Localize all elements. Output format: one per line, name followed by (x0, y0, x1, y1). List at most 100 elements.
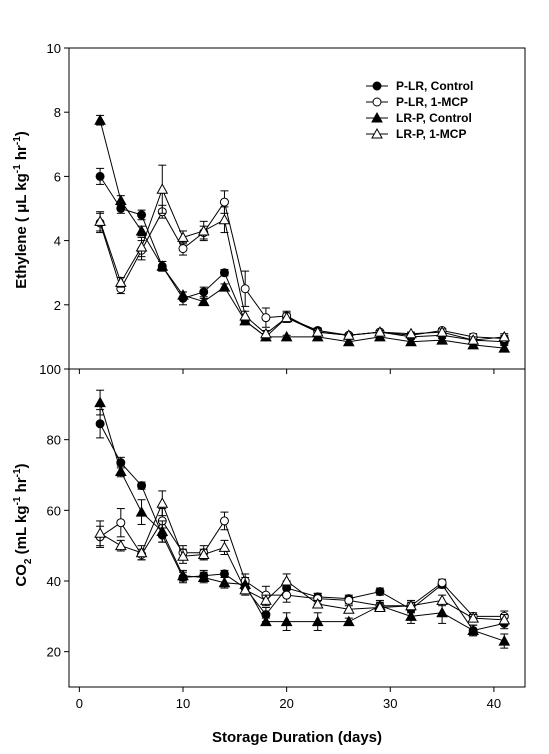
data-point (94, 527, 106, 538)
data-point (436, 594, 448, 605)
x-tick-label: 10 (176, 696, 190, 711)
data-point (260, 615, 272, 627)
data-point (114, 539, 127, 551)
y-tick-label: 10 (47, 41, 61, 56)
legend: P-LR, Control P-LR, 1-MCP LR-P, Control LR-… (366, 79, 473, 141)
legend-label: P-LR, Control (396, 79, 473, 93)
data-point (197, 295, 210, 307)
data-point (156, 183, 169, 194)
data-point (342, 615, 355, 627)
data-point (135, 240, 148, 252)
legend-marker (372, 81, 382, 91)
y-tick-label: 40 (47, 574, 61, 589)
data-point (344, 595, 354, 605)
data-point (137, 210, 147, 220)
data-point (311, 615, 324, 627)
data-point (498, 330, 511, 342)
data-point (178, 244, 188, 254)
legend-marker (371, 127, 383, 139)
data-point (177, 289, 189, 300)
x-tick-label: 20 (279, 696, 293, 711)
legend-marker (372, 97, 382, 107)
data-point (94, 396, 106, 408)
data-point (436, 334, 448, 345)
data-point (197, 224, 210, 236)
data-point (218, 541, 231, 552)
data-point (95, 171, 105, 181)
data-point (114, 465, 127, 476)
data-point (261, 313, 271, 323)
data-point (114, 276, 127, 287)
legend-item: LR-P, 1-MCP (366, 127, 466, 141)
data-point (282, 590, 292, 600)
legend-label: P-LR, 1-MCP (396, 95, 468, 109)
data-point (405, 335, 417, 347)
data-point (342, 603, 355, 614)
y-tick-label: 100 (39, 362, 61, 377)
data-point (342, 335, 355, 347)
data-point (498, 342, 511, 353)
data-point (239, 583, 252, 595)
x-axis-title: Storage Duration (days) (212, 729, 382, 746)
data-point (405, 599, 417, 611)
data-point (94, 215, 106, 226)
data-point (94, 114, 106, 125)
data-point (219, 197, 229, 207)
data-point (405, 610, 417, 621)
x-tick-label: 0 (76, 696, 83, 711)
data-point (467, 334, 480, 345)
data-point (177, 231, 189, 242)
data-point (342, 329, 355, 340)
data-point (239, 310, 252, 321)
data-point (374, 601, 386, 612)
y-tick-label: 20 (47, 645, 61, 660)
data-point (197, 571, 210, 582)
y-tick-label: 80 (47, 433, 61, 448)
data-point (156, 260, 169, 271)
data-point (218, 576, 231, 588)
data-point (436, 326, 448, 337)
legend-marker (371, 111, 383, 123)
data-point (375, 587, 385, 597)
data-point (311, 326, 324, 337)
co2-panel: 20 40 60 80 100 0 10 20 30 40 (39, 362, 526, 711)
data-point (498, 635, 511, 646)
data-point (135, 224, 148, 236)
series-p-lr-control (95, 167, 509, 347)
data-point (218, 281, 231, 292)
data-point (116, 518, 126, 528)
data-point (260, 594, 272, 605)
x-tick-label: 30 (383, 696, 397, 711)
data-point (95, 419, 105, 429)
data-point (467, 612, 480, 623)
legend-item: P-LR, 1-MCP (366, 95, 468, 109)
series-lr-p-control (94, 114, 511, 353)
data-point (199, 287, 209, 297)
data-point (177, 569, 189, 581)
y-tick-label: 2 (54, 298, 61, 313)
data-point (218, 213, 231, 225)
series-line (99, 176, 505, 343)
series-p-lr-control (95, 409, 509, 637)
legend-label: LR-P, 1-MCP (396, 127, 466, 141)
data-point (311, 597, 324, 609)
data-point (260, 327, 272, 339)
ethylene-ylabel: Ethylene ( μL kg-1 hr-1) (12, 131, 30, 289)
legend-item: LR-P, Control (366, 111, 472, 125)
data-point (219, 268, 229, 278)
series-lr-p-control (94, 389, 511, 649)
data-point (280, 311, 293, 323)
series-lr-p-1-mcp (94, 164, 511, 345)
y-tick-label: 6 (54, 169, 61, 184)
data-point (437, 578, 447, 588)
series-line (99, 120, 505, 349)
legend-label: LR-P, Control (396, 111, 472, 125)
data-point (405, 327, 417, 339)
data-point (498, 613, 511, 625)
data-point (137, 481, 147, 491)
data-point (240, 284, 250, 294)
data-point (177, 550, 189, 561)
y-tick-label: 8 (54, 105, 61, 120)
